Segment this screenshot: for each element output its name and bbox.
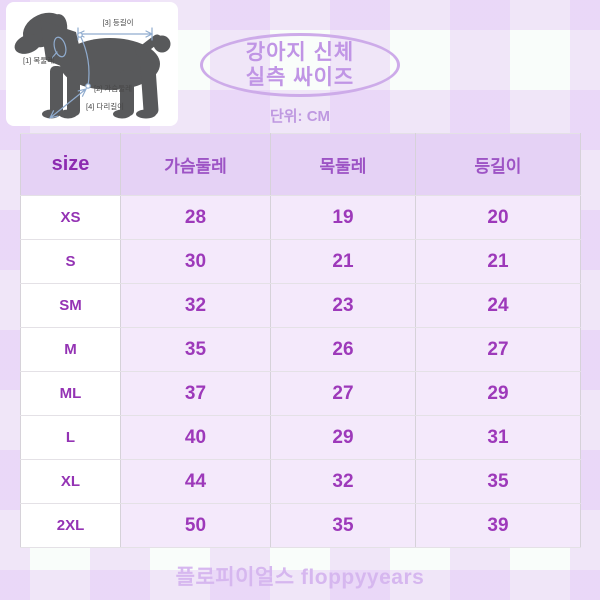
chest-cell: 35 [120,327,271,372]
title-block: 강아지 신체 실측 싸이즈 단위: CM [0,33,600,126]
chest-cell: 37 [120,371,271,416]
header-size: size [20,133,121,196]
table-row-m: M 35 26 27 [20,327,581,372]
neck-cell: 35 [270,503,416,548]
table-row-s: S 30 21 21 [20,239,581,284]
neck-cell: 26 [270,327,416,372]
table-row-xs: XS 28 19 20 [20,195,581,240]
neck-cell: 19 [270,195,416,240]
size-table: size 가슴둘레 목둘레 등길이 XS 28 19 20 S 30 21 21 [20,133,581,548]
neck-label-leader [51,51,58,59]
back-cell: 29 [415,371,581,416]
chest-cell: 50 [120,503,271,548]
neck-cell: 21 [270,239,416,284]
back-length-label: [3] 등길이 [102,17,133,27]
size-cell: M [20,327,121,372]
chest-cell: 40 [120,415,271,460]
neck-cell: 29 [270,415,416,460]
dog-silhouette [14,12,171,119]
table-row-sm: SM 32 23 24 [20,283,581,328]
header-neck: 목둘레 [270,133,416,196]
size-cell: ML [20,371,121,416]
neck-girth-label: [1] 목둘레 [23,56,54,65]
header-back: 등길이 [415,133,581,196]
table-header-row: size 가슴둘레 목둘레 등길이 [20,133,581,196]
title-oval: 강아지 신체 실측 싸이즈 [200,33,400,97]
leg-length-arrow [48,88,88,119]
neck-cell: 27 [270,371,416,416]
measurement-lines [48,27,154,119]
back-cell: 21 [415,239,581,284]
chest-cell: 44 [120,459,271,504]
chest-girth-line [79,34,90,87]
size-cell: XL [20,459,121,504]
back-cell: 31 [415,415,581,460]
back-cell: 27 [415,327,581,372]
table-row-xl: XL 44 32 35 [20,459,581,504]
back-cell: 24 [415,283,581,328]
leg-length-label: [4] 다리길이 [86,101,124,111]
table-row-2xl: 2XL 50 35 39 [20,503,581,548]
neck-cell: 32 [270,459,416,504]
dog-diagram-svg: [1] 목둘레 [2] 가슴둘레 [3] 등길이 [4] 다리길이 [14,12,171,119]
size-cell: XS [20,195,121,240]
chest-cell: 28 [120,195,271,240]
chest-girth-label: [2] 가슴둘레 [94,84,132,93]
size-cell: 2XL [20,503,121,548]
chest-cell: 30 [120,239,271,284]
table-row-ml: ML 37 27 29 [20,371,581,416]
page-title-line1: 강아지 신체 [245,41,355,64]
unit-label: 단위: CM [269,108,331,125]
size-cell: SM [20,283,121,328]
back-cell: 39 [415,503,581,548]
dog-measurement-diagram: [1] 목둘레 [2] 가슴둘레 [3] 등길이 [4] 다리길이 [6,2,178,126]
neck-girth-line [53,36,67,58]
size-cell: L [20,415,121,460]
header-chest: 가슴둘레 [120,133,271,196]
neck-cell: 23 [270,283,416,328]
brand-footer: 플로피이얼스 floppyyears [175,566,425,589]
back-cell: 20 [415,195,581,240]
back-cell: 35 [415,459,581,504]
size-table-container: size 가슴둘레 목둘레 등길이 XS 28 19 20 S 30 21 21 [20,133,581,548]
size-cell: S [20,239,121,284]
chest-cell: 32 [120,283,271,328]
page-title-line2: 실측 싸이즈 [245,66,355,89]
table-row-l: L 40 29 31 [20,415,581,460]
